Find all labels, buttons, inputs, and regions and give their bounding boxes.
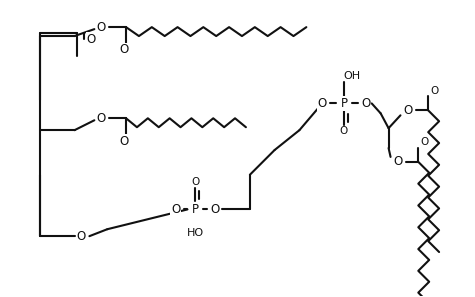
Text: O: O xyxy=(96,112,106,125)
Text: O: O xyxy=(394,155,403,168)
Text: O: O xyxy=(404,104,413,117)
Text: O: O xyxy=(119,135,129,148)
Text: HO: HO xyxy=(187,228,204,238)
Text: O: O xyxy=(119,43,129,56)
Text: O: O xyxy=(210,203,220,216)
Text: OH: OH xyxy=(343,71,361,81)
Text: O: O xyxy=(77,230,86,243)
Text: P: P xyxy=(341,97,348,110)
Text: O: O xyxy=(171,203,180,216)
Text: O: O xyxy=(430,86,438,96)
Text: O: O xyxy=(420,137,428,147)
Text: O: O xyxy=(318,97,327,110)
Text: P: P xyxy=(192,203,199,216)
Text: O: O xyxy=(340,126,348,136)
Text: O: O xyxy=(191,177,200,187)
Text: O: O xyxy=(87,33,96,45)
Text: O: O xyxy=(361,97,370,110)
Text: O: O xyxy=(96,21,106,34)
